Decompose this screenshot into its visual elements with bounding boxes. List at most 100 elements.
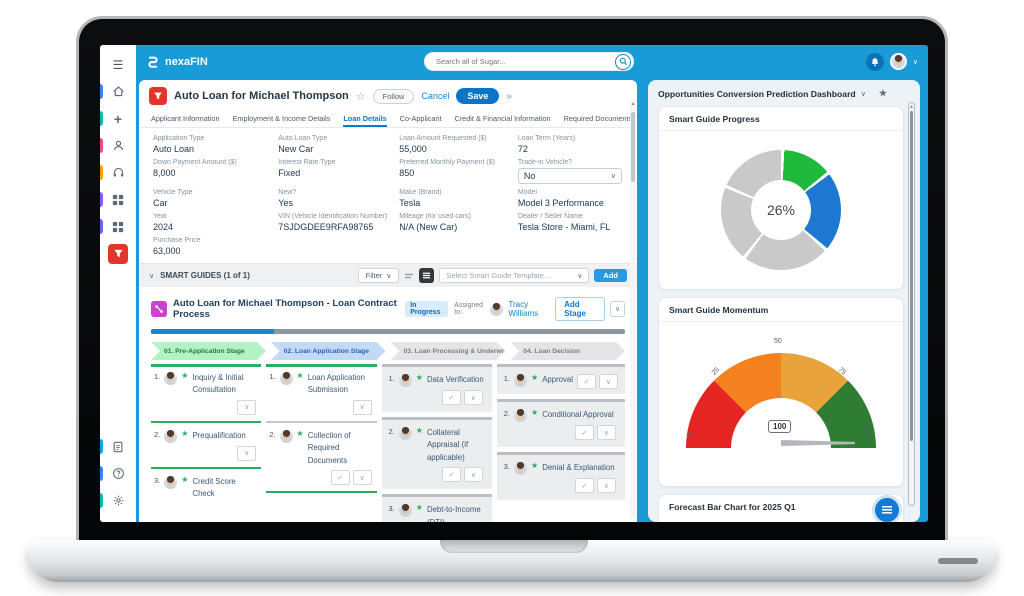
assignee-link[interactable]: Tracy Williams	[508, 300, 539, 318]
task-expand-button[interactable]: ∨	[463, 390, 483, 405]
sidebar-menu-button[interactable]: ☰	[100, 51, 136, 78]
sort-toggle-icon[interactable]	[404, 271, 414, 281]
template-select[interactable]: Select Smart Guide Template... ∨	[439, 268, 590, 283]
field: Year 2024	[153, 213, 174, 232]
follow-button[interactable]: Follow	[372, 88, 415, 104]
collapse-chevron-icon[interactable]: ∨	[149, 272, 155, 280]
dashboard-scrollbar[interactable]: ▲	[908, 102, 915, 506]
card-title: Forecast Bar Chart for 2025 Q1	[669, 502, 796, 512]
view-toggle-icon[interactable]	[419, 268, 435, 283]
stage-column-1: 1. ★ Inquiry & Initial Consultation ∨ 2. ★ P…	[151, 364, 262, 503]
stage-loan-decision[interactable]: 04. Loan Decision	[510, 342, 625, 360]
task-item[interactable]: 3. ★ Denial & Explanation ✓ ∨	[496, 452, 625, 500]
task-item[interactable]: 1. ★ Approval ✓ ∨	[496, 364, 625, 394]
task-expand-button[interactable]: ∨	[596, 425, 616, 440]
task-expand-button[interactable]: ∨	[352, 399, 372, 415]
task-item[interactable]: 1. ★ Data Verification ✓ ∨	[381, 364, 492, 412]
sidebar: ☰ +	[100, 45, 136, 522]
sidebar-item-add[interactable]: +	[100, 105, 136, 132]
notifications-button[interactable]	[865, 52, 884, 71]
task-expand-button[interactable]: ∨	[352, 470, 372, 486]
tab-loan-details[interactable]: Loan Details	[343, 110, 386, 127]
dashboard-panel: Opportunities Conversion Prediction Dash…	[648, 80, 920, 522]
smart-guide-momentum-card: Smart Guide Momentum 0 25 50 75 100 100	[658, 297, 904, 487]
priority-star-icon: ★	[181, 428, 189, 438]
tab-credit-financial[interactable]: Credit & Financial Information	[454, 114, 551, 123]
donut-center-label: 26%	[751, 180, 811, 240]
smart-guides-title: SMART GUIDES (1 of 1)	[160, 271, 250, 280]
app-window: ☰ +	[100, 45, 928, 522]
task-expand-button[interactable]: ∨	[237, 445, 257, 461]
task-avatar	[514, 409, 528, 422]
task-expand-button[interactable]: ∨	[598, 374, 618, 389]
task-complete-button[interactable]: ✓	[441, 467, 461, 483]
add-stage-button[interactable]: Add Stage	[555, 297, 606, 321]
task-expand-button[interactable]: ∨	[596, 478, 616, 493]
filter-button[interactable]: Filter ∨	[357, 268, 400, 283]
scroll-up-icon[interactable]: ▲	[630, 101, 636, 107]
stage-pre-application[interactable]: 01. Pre-Application Stage	[151, 342, 266, 360]
user-avatar[interactable]	[889, 53, 907, 70]
dashboard-title[interactable]: Opportunities Conversion Prediction Dash…	[658, 88, 856, 99]
search-input[interactable]	[434, 56, 615, 67]
task-item[interactable]: 3. ★ Credit Score Check	[154, 474, 236, 499]
task-item[interactable]: 2. ★ Collection of Required Documents ✓ ∨	[266, 425, 376, 489]
sidebar-item-documents[interactable]	[100, 433, 136, 460]
stage-menu-chevron[interactable]: ∨	[610, 301, 625, 317]
sidebar-item-auto-loans-active[interactable]	[100, 240, 136, 267]
task-complete-button[interactable]: ✓	[576, 374, 596, 389]
priority-star-icon: ★	[531, 373, 539, 382]
dashboard-favorite-icon[interactable]: ★	[878, 88, 887, 98]
tab-required-documents[interactable]: Required Documents	[563, 114, 633, 123]
task-item[interactable]: 3.★Debt-to-Income (DTI)	[381, 494, 492, 522]
sidebar-item-settings[interactable]	[100, 487, 136, 514]
task-complete-button[interactable]: ✓	[441, 390, 461, 405]
scroll-up-icon[interactable]: ▲	[909, 104, 914, 110]
task-complete-button[interactable]: ✓	[574, 478, 594, 493]
task-item[interactable]: 2. ★ Conditional Approval ✓ ∨	[496, 399, 625, 447]
task-complete-button[interactable]: ✓	[574, 425, 594, 440]
dashboard-menu-fab[interactable]	[875, 498, 899, 522]
dashboard-scrollbar-thumb[interactable]	[910, 111, 913, 441]
cancel-button[interactable]: Cancel	[421, 91, 450, 101]
task-expand-button[interactable]: ∨	[463, 467, 483, 483]
task-item[interactable]: 2. ★ Prequalification ∨	[151, 425, 261, 465]
stage-processing-underwriting[interactable]: 03. Loan Processing & Underwrit...	[391, 342, 506, 360]
task-item[interactable]: 1. ★ Inquiry & Initial Consultation ∨	[151, 367, 261, 419]
stage-loan-application[interactable]: 02. Loan Application Stage	[271, 342, 386, 360]
chevron-down-icon[interactable]: ∨	[912, 58, 918, 66]
brand[interactable]: nexaFIN	[146, 55, 208, 69]
priority-star-icon: ★	[415, 373, 423, 382]
guide-header: Auto Loan for Michael Thompson - Loan Co…	[139, 287, 637, 327]
tab-co-applicant[interactable]: Co-Applicant	[399, 114, 442, 123]
more-actions-icon[interactable]: »	[506, 90, 512, 102]
task-avatar	[164, 372, 178, 385]
sidebar-item-contacts[interactable]	[100, 132, 136, 159]
sidebar-item-support[interactable]	[100, 159, 136, 186]
record-scrollbar-thumb[interactable]	[631, 112, 635, 182]
favorite-star-icon[interactable]: ☆	[355, 90, 366, 103]
sidebar-item-help[interactable]	[100, 460, 136, 487]
priority-star-icon: ★	[296, 371, 304, 380]
field: New? Yes	[278, 189, 297, 208]
tab-employment-income[interactable]: Employment & Income Details	[232, 114, 331, 123]
record-scrollbar[interactable]: ▲	[630, 100, 636, 518]
search-bar[interactable]	[424, 52, 634, 71]
chevron-down-icon[interactable]: ∨	[860, 90, 866, 98]
search-icon[interactable]	[615, 53, 631, 70]
task-item[interactable]: 1. ★ Loan Application Submission ∨	[266, 367, 376, 419]
field: Make (Brand) Tesla	[399, 189, 442, 208]
sidebar-item-home[interactable]	[100, 78, 136, 105]
add-button[interactable]: Add	[594, 269, 627, 282]
sidebar-item-apps[interactable]	[100, 213, 136, 240]
task-expand-button[interactable]: ∨	[237, 399, 257, 415]
trade-in-select[interactable]: No ∨	[517, 168, 622, 184]
tab-applicant-information[interactable]: Applicant Information	[151, 114, 220, 123]
task-item[interactable]: 2. ★ Collateral Appraisal (if applicable) …	[381, 417, 492, 490]
stage-column-4: 1. ★ Approval ✓ ∨ 2. ★ Conditional Approval ✓…	[496, 364, 625, 505]
task-complete-button[interactable]: ✓	[330, 470, 350, 486]
task-avatar	[398, 504, 412, 518]
sidebar-item-modules[interactable]	[100, 186, 136, 213]
save-button[interactable]: Save	[456, 88, 500, 104]
